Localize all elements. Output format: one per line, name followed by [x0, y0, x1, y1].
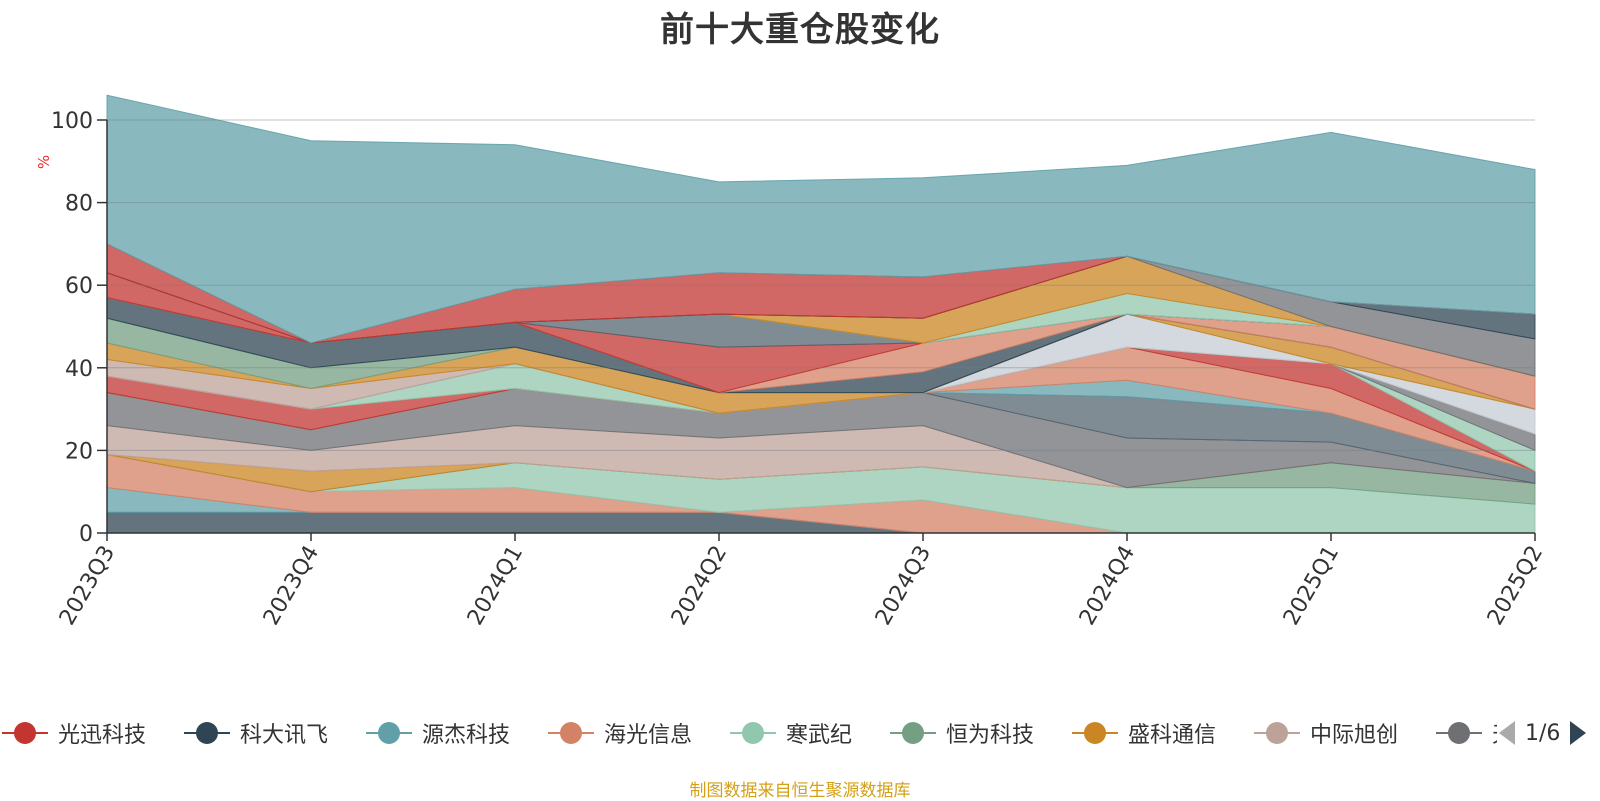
legend-label-5: 恒为科技: [946, 723, 1035, 748]
legend-item-4[interactable]: 寒武纪: [728, 713, 852, 753]
page-indicator: 1/6: [1525, 720, 1561, 746]
legend-label-1: 科大讯飞: [240, 723, 329, 748]
legend-marker-icon: [1254, 722, 1300, 744]
legend-item-0[interactable]: 光迅科技: [0, 713, 146, 753]
x-tick-label-1: 2023Q4: [259, 542, 324, 630]
y-tick-label-5: 100: [51, 109, 93, 134]
source-note: 制图数据来自恒生聚源数据库: [689, 781, 911, 801]
legend-item-2[interactable]: 源杰科技: [364, 713, 510, 753]
y-tick-label-0: 0: [79, 522, 93, 547]
y-tick-label-4: 80: [65, 192, 93, 217]
x-tick-label-0: 2023Q3: [55, 542, 120, 630]
chart-title: 前十大重仓股变化: [660, 10, 940, 50]
legend-item-5[interactable]: 恒为科技: [888, 713, 1034, 753]
area-series-31: [106, 94, 1536, 344]
legend-item-1[interactable]: 科大讯飞: [182, 713, 328, 753]
x-tick-label-3: 2024Q2: [667, 542, 732, 630]
legend-label-3: 海光信息: [604, 723, 693, 748]
x-tick-label-6: 2025Q1: [1279, 542, 1344, 630]
legend-label-6: 盛科通信: [1128, 723, 1217, 748]
legend-marker-icon: [1072, 722, 1118, 744]
legend-label-0: 光迅科技: [58, 723, 147, 748]
legend-label-2: 源杰科技: [422, 723, 511, 748]
legend-item-3[interactable]: 海光信息: [546, 713, 692, 753]
y-tick-label-3: 60: [65, 274, 93, 299]
legend: 光迅科技 科大讯飞 源杰科技 海光信息 寒武纪 恒为科技 盛科通信 中际旭创 天孚: [0, 713, 1500, 753]
y-tick-label-1: 20: [65, 439, 93, 464]
area-layer: [106, 94, 1536, 534]
legend-marker-icon: [730, 722, 776, 744]
legend-marker-icon: [2, 722, 48, 744]
legend-marker-icon: [548, 722, 594, 744]
legend-label-7: 中际旭创: [1310, 723, 1399, 748]
legend-label-4: 寒武纪: [786, 723, 853, 748]
legend-pager: 1/6: [1497, 716, 1600, 750]
chart-area: 0 20 40 60 80 100% 2023Q3 2023Q4 2024Q1 2024Q2 202…: [35, 94, 1548, 630]
legend-item-7[interactable]: 中际旭创: [1252, 713, 1398, 753]
legend-label-8: 天孚: [1492, 717, 1500, 749]
next-page-icon[interactable]: [1568, 719, 1588, 747]
x-tick-label-4: 2024Q3: [871, 542, 936, 630]
x-tick-label-2: 2024Q1: [463, 542, 528, 630]
y-tick-label-2: 40: [65, 357, 93, 382]
legend-marker-icon: [1436, 722, 1482, 744]
legend-marker-icon: [366, 722, 412, 744]
legend-item-8[interactable]: 天孚: [1434, 713, 1500, 753]
x-tick-label-7: 2025Q2: [1483, 542, 1548, 630]
x-tick-label-5: 2024Q4: [1075, 542, 1140, 630]
prev-page-icon[interactable]: [1497, 719, 1517, 747]
legend-item-6[interactable]: 盛科通信: [1070, 713, 1216, 753]
legend-marker-icon: [890, 722, 936, 744]
y-axis-label: %: [35, 155, 53, 169]
legend-marker-icon: [184, 722, 230, 744]
